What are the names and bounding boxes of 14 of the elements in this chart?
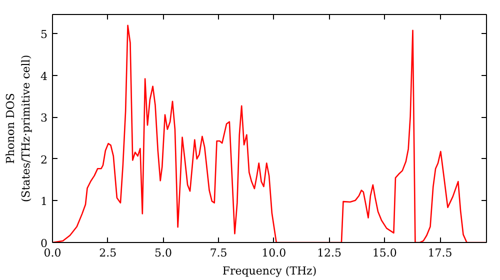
y-tick-label: 2 (40, 153, 48, 166)
x-tick-label: 2.5 (99, 246, 117, 260)
x-tick-label: 5.0 (154, 246, 172, 260)
y-axis-title: Phonon DOS (States/THz·primitive cell) (4, 54, 32, 202)
x-axis-title: Frequency (THz) (222, 264, 317, 278)
y-tick-label: 4 (40, 70, 48, 83)
x-tick-label: 12.5 (317, 246, 342, 260)
y-tick-label: 5 (40, 28, 48, 42)
x-tick-label: 17.5 (428, 246, 452, 260)
x-tick-label: 15.0 (372, 246, 397, 260)
x-tick-label: 10.0 (262, 246, 286, 260)
x-tick-label: 7.5 (210, 246, 228, 260)
y-tick-label: 3 (40, 112, 48, 125)
y-tick-label: 1 (40, 195, 48, 208)
